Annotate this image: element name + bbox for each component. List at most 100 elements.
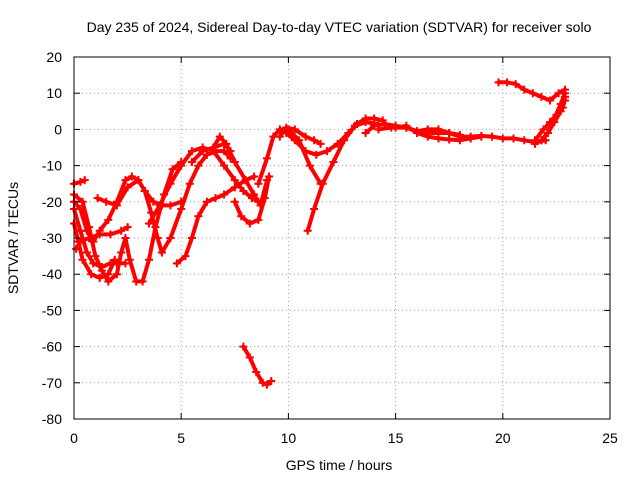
data-point bbox=[262, 154, 271, 163]
data-point bbox=[177, 205, 186, 214]
data-point bbox=[310, 136, 319, 145]
data-point bbox=[117, 248, 126, 257]
series-path bbox=[72, 174, 141, 244]
data-point bbox=[318, 179, 327, 188]
data-point bbox=[494, 78, 503, 87]
data-point bbox=[445, 135, 454, 144]
series-path bbox=[496, 80, 567, 103]
series-arc-6 bbox=[72, 223, 132, 253]
data-point bbox=[245, 219, 254, 228]
y-tick-label: -80 bbox=[42, 411, 62, 427]
data-point bbox=[250, 190, 259, 199]
data-point bbox=[520, 136, 529, 145]
data-point bbox=[168, 165, 177, 174]
data-point bbox=[121, 176, 130, 185]
grid bbox=[74, 57, 610, 419]
data-point bbox=[209, 143, 218, 152]
data-point bbox=[157, 248, 166, 257]
data-point bbox=[254, 179, 263, 188]
data-point bbox=[350, 121, 359, 130]
data-point bbox=[211, 194, 220, 203]
data-point bbox=[282, 129, 291, 138]
data-point bbox=[260, 194, 269, 203]
data-point bbox=[310, 205, 319, 214]
data-point bbox=[423, 132, 432, 141]
data-point bbox=[76, 237, 85, 246]
data-point bbox=[123, 223, 132, 232]
data-point bbox=[370, 114, 379, 123]
data-point bbox=[95, 273, 104, 282]
y-tick-label: -40 bbox=[42, 266, 62, 282]
data-point bbox=[301, 132, 310, 141]
data-point bbox=[303, 226, 312, 235]
data-point bbox=[239, 342, 248, 351]
data-point bbox=[290, 125, 299, 134]
series-arc-21 bbox=[494, 78, 569, 105]
x-tick-label: 25 bbox=[602, 430, 618, 446]
data-point bbox=[316, 139, 325, 148]
data-point bbox=[230, 197, 239, 206]
data-point bbox=[172, 259, 181, 268]
data-point bbox=[222, 139, 231, 148]
data-point bbox=[245, 353, 254, 362]
data-point bbox=[423, 125, 432, 134]
data-point bbox=[370, 121, 379, 130]
data-point bbox=[110, 255, 119, 264]
series-layer bbox=[70, 78, 569, 389]
y-tick-label: 0 bbox=[54, 121, 62, 137]
data-point bbox=[275, 132, 284, 141]
data-point bbox=[194, 212, 203, 221]
data-point bbox=[305, 161, 314, 170]
data-point bbox=[520, 85, 529, 94]
data-point bbox=[181, 252, 190, 261]
y-tick-label: -60 bbox=[42, 339, 62, 355]
y-tick-label: -20 bbox=[42, 194, 62, 210]
series-arc-25 bbox=[239, 342, 276, 389]
data-point bbox=[155, 201, 164, 210]
data-point bbox=[402, 121, 411, 130]
x-tick-label: 20 bbox=[495, 430, 511, 446]
y-tick-label: 10 bbox=[46, 85, 62, 101]
data-point bbox=[545, 118, 554, 127]
data-point bbox=[413, 129, 422, 138]
data-point bbox=[434, 125, 443, 134]
data-point bbox=[185, 179, 194, 188]
data-point bbox=[104, 215, 113, 224]
series-path bbox=[211, 134, 269, 208]
series-arc-5 bbox=[70, 157, 186, 286]
data-point bbox=[125, 255, 134, 264]
data-point bbox=[434, 134, 443, 143]
ticks bbox=[73, 56, 611, 420]
y-tick-label: 20 bbox=[46, 49, 62, 65]
data-point bbox=[166, 201, 175, 210]
data-point bbox=[102, 197, 111, 206]
data-point bbox=[153, 234, 162, 242]
chart-title: Day 235 of 2024, Sidereal Day-to-day VTE… bbox=[87, 19, 592, 35]
data-point bbox=[558, 103, 567, 112]
data-point bbox=[477, 132, 486, 141]
data-point bbox=[202, 197, 211, 206]
data-point bbox=[322, 147, 331, 156]
series-arc-20 bbox=[391, 121, 486, 145]
series-arc-1 bbox=[70, 176, 89, 188]
data-point bbox=[104, 277, 113, 286]
data-point bbox=[466, 134, 475, 143]
data-point bbox=[198, 147, 207, 156]
data-point bbox=[537, 92, 546, 101]
data-point bbox=[254, 215, 263, 224]
data-point bbox=[187, 157, 196, 166]
data-point bbox=[230, 183, 239, 192]
data-point bbox=[220, 161, 229, 170]
data-point bbox=[241, 176, 250, 185]
data-point bbox=[194, 161, 203, 170]
data-point bbox=[552, 110, 561, 119]
data-point bbox=[252, 367, 261, 376]
data-point bbox=[528, 89, 537, 98]
data-point bbox=[134, 176, 143, 185]
series-path bbox=[174, 174, 257, 266]
data-point bbox=[290, 136, 299, 145]
data-point bbox=[95, 230, 104, 239]
data-point bbox=[511, 80, 520, 89]
data-point bbox=[301, 147, 310, 156]
